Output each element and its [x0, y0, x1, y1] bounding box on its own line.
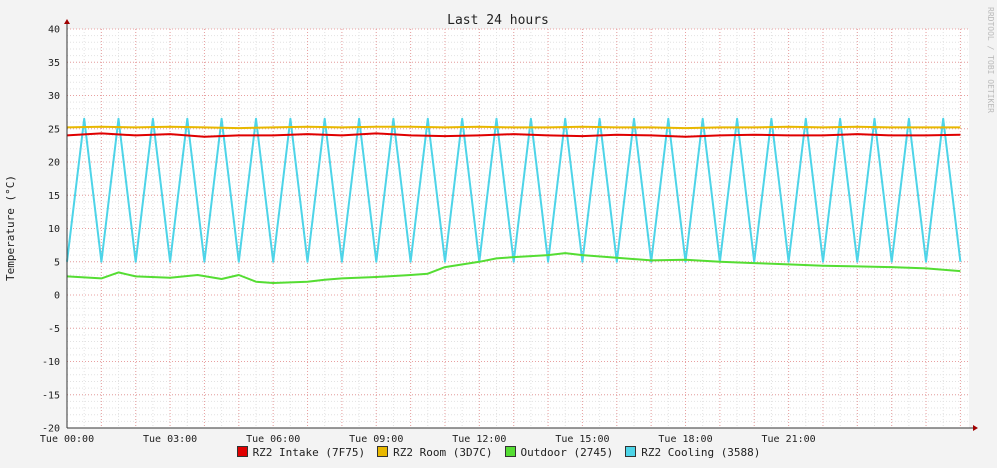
grid: [66, 28, 969, 429]
y-tick-label: 25: [48, 124, 60, 135]
legend-swatch: [504, 446, 516, 457]
y-axis-arrow-icon: [64, 19, 70, 24]
legend-swatch: [625, 446, 637, 457]
x-tick-label: Tue 00:00: [40, 434, 94, 445]
legend: RZ2 Intake (7F75) RZ2 Room (3D7C) Outdoor …: [0, 446, 997, 459]
y-tick-label: -15: [42, 390, 60, 401]
x-tick-label: Tue 06:00: [246, 434, 300, 445]
x-tick-label: Tue 12:00: [452, 434, 506, 445]
y-tick-label: -10: [42, 357, 60, 368]
legend-label: RZ2 Cooling (3588): [641, 446, 761, 459]
legend-label: RZ2 Intake (7F75): [252, 446, 366, 459]
y-tick-label: -20: [42, 424, 60, 435]
legend-label: RZ2 Room (3D7C): [393, 446, 493, 459]
y-tick-label: 10: [48, 224, 60, 235]
y-tick-label: -5: [48, 324, 60, 335]
x-tick-label: Tue 21:00: [762, 434, 816, 445]
series-line: [66, 252, 961, 284]
legend-swatch: [377, 446, 389, 457]
axes: -20 -15 -10 -5 0 5 10 15 20 25 30 35 40 Tue 00:00 Tue …: [40, 19, 978, 445]
x-tick-label: Tue 15:00: [555, 434, 609, 445]
x-tick-label: Tue 03:00: [143, 434, 197, 445]
series-layer: [66, 117, 962, 284]
y-tick-label: 30: [48, 91, 60, 102]
series-line: [66, 125, 961, 130]
x-axis-arrow-icon: [973, 425, 978, 431]
y-tick-label: 20: [48, 158, 60, 169]
legend-swatch: [236, 446, 248, 457]
y-tick-label: 40: [48, 25, 60, 36]
series-line: [66, 132, 961, 138]
x-tick-label: Tue 09:00: [349, 434, 403, 445]
legend-item: RZ2 Intake (7F75): [236, 446, 366, 459]
legend-item: Outdoor (2745): [504, 446, 614, 459]
legend-label: Outdoor (2745): [520, 446, 614, 459]
watermark: RRDTOOL / TOBI OETIKER: [986, 7, 995, 113]
y-tick-label: 5: [54, 257, 60, 268]
series-line: [66, 117, 962, 263]
y-axis-label: Temperature (°C): [4, 175, 17, 281]
legend-item: RZ2 Room (3D7C): [377, 446, 493, 459]
y-tick-label: 0: [54, 291, 60, 302]
y-tick-label: 15: [48, 191, 60, 202]
legend-item: RZ2 Cooling (3588): [625, 446, 760, 459]
chart-title: Last 24 hours: [447, 13, 549, 28]
y-tick-label: 35: [48, 58, 60, 69]
x-tick-label: Tue 18:00: [658, 434, 712, 445]
